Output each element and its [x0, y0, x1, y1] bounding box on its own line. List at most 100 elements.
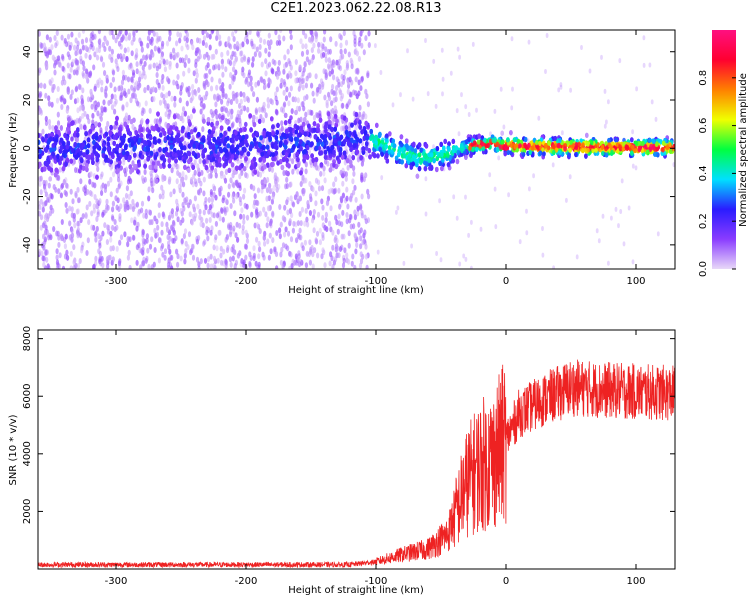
heatmap-cell — [141, 64, 145, 71]
heatmap-cell — [255, 116, 259, 123]
heatmap-cell — [227, 224, 231, 231]
heatmap-cell — [121, 69, 125, 76]
heatmap-cell — [123, 167, 127, 174]
heatmap-cell — [143, 87, 147, 94]
heatmap-cell — [328, 260, 332, 267]
heatmap-cell — [353, 34, 357, 41]
heatmap-cell — [255, 236, 259, 243]
heatmap-cell — [65, 207, 69, 214]
heatmap-cell — [47, 49, 51, 55]
heatmap-cell — [360, 160, 364, 167]
heatmap-cell — [68, 73, 72, 80]
heatmap-cell — [229, 177, 233, 184]
heatmap-cell — [107, 255, 111, 261]
heatmap-cell — [267, 32, 271, 39]
heatmap-cell — [334, 256, 338, 263]
heatmap-cell — [292, 153, 297, 159]
heatmap-cell — [340, 221, 344, 228]
heatmap-cell — [122, 74, 126, 81]
heatmap-cell — [294, 70, 298, 77]
heatmap-cell — [359, 203, 363, 210]
heatmap-cell — [212, 53, 216, 60]
heatmap-cell — [204, 94, 208, 101]
heatmap-cell — [135, 61, 139, 68]
heatmap-cell — [93, 182, 97, 189]
heatmap-cell — [224, 93, 228, 100]
heatmap-cell — [120, 79, 125, 86]
heatmap-cell — [194, 90, 198, 97]
heatmap-cell — [39, 189, 43, 196]
heatmap-cell — [235, 98, 239, 104]
heatmap-cell — [354, 124, 358, 131]
heatmap-cell — [113, 108, 117, 115]
heatmap-cell — [402, 260, 406, 266]
heatmap-cell — [114, 195, 118, 202]
heatmap-cell — [285, 86, 289, 93]
heatmap-cell — [46, 263, 50, 269]
heatmap-cell — [42, 179, 46, 186]
heatmap-cell — [283, 81, 287, 88]
heatmap-cell — [113, 86, 117, 93]
heatmap-cell — [309, 248, 313, 255]
heatmap-cell — [76, 97, 80, 104]
heatmap-cell — [222, 248, 226, 255]
heatmap-cell — [424, 211, 428, 217]
heatmap-cell — [141, 107, 145, 114]
heatmap-cell — [232, 66, 236, 73]
heatmap-cell — [291, 201, 296, 208]
heatmap-cell — [631, 163, 635, 169]
heatmap-cell — [258, 44, 262, 50]
heatmap-cell — [149, 63, 153, 70]
heatmap-cell — [262, 206, 266, 213]
heatmap-cell — [322, 249, 326, 256]
heatmap-cell — [279, 30, 283, 34]
heatmap-cell — [310, 57, 314, 64]
heatmap-cell — [298, 82, 302, 89]
heatmap-cell — [283, 101, 287, 108]
heatmap-cell — [123, 47, 127, 54]
heatmap-cell — [267, 61, 272, 68]
heatmap-cell — [176, 51, 180, 58]
heatmap-cell — [266, 216, 270, 223]
heatmap-cell — [316, 165, 320, 172]
heatmap-cell — [39, 214, 44, 221]
heatmap-cell — [308, 210, 312, 216]
heatmap-cell — [70, 206, 74, 213]
heatmap-cell — [348, 76, 352, 83]
heatmap-cell — [537, 115, 541, 121]
heatmap-cell — [180, 238, 184, 245]
heatmap-cell — [168, 30, 172, 37]
heatmap-cell — [279, 82, 283, 89]
heatmap-cell — [74, 167, 78, 173]
heatmap-cell — [493, 186, 497, 192]
heatmap-cell — [365, 264, 369, 269]
heatmap-cell — [116, 53, 120, 60]
heatmap-cell — [92, 203, 96, 210]
heatmap-cell — [71, 198, 75, 205]
heatmap-cell — [75, 49, 79, 56]
heatmap-cell — [62, 178, 66, 185]
heatmap-cell — [68, 220, 72, 227]
heatmap-cell — [308, 259, 312, 266]
heatmap-cell — [234, 56, 238, 62]
heatmap-cell — [441, 91, 444, 97]
heatmap-cell — [212, 212, 216, 219]
heatmap-cell — [202, 80, 206, 87]
heatmap-cell — [194, 77, 198, 84]
heatmap-cell — [252, 91, 256, 98]
heatmap-cell — [41, 222, 46, 229]
heatmap-cell — [208, 208, 212, 215]
heatmap-cell — [236, 236, 240, 243]
heatmap-cell — [303, 220, 307, 227]
heatmap-cell — [258, 246, 262, 253]
heatmap-cell — [191, 89, 195, 96]
heatmap-cell — [125, 56, 129, 62]
heatmap-cell — [455, 215, 459, 221]
heatmap-cell — [316, 252, 320, 259]
heatmap-cell — [103, 70, 107, 76]
heatmap-cell — [136, 210, 140, 217]
heatmap-cell — [69, 250, 73, 257]
heatmap-cell — [179, 255, 183, 262]
heatmap-cell — [168, 64, 172, 70]
heatmap-cell — [69, 66, 73, 73]
